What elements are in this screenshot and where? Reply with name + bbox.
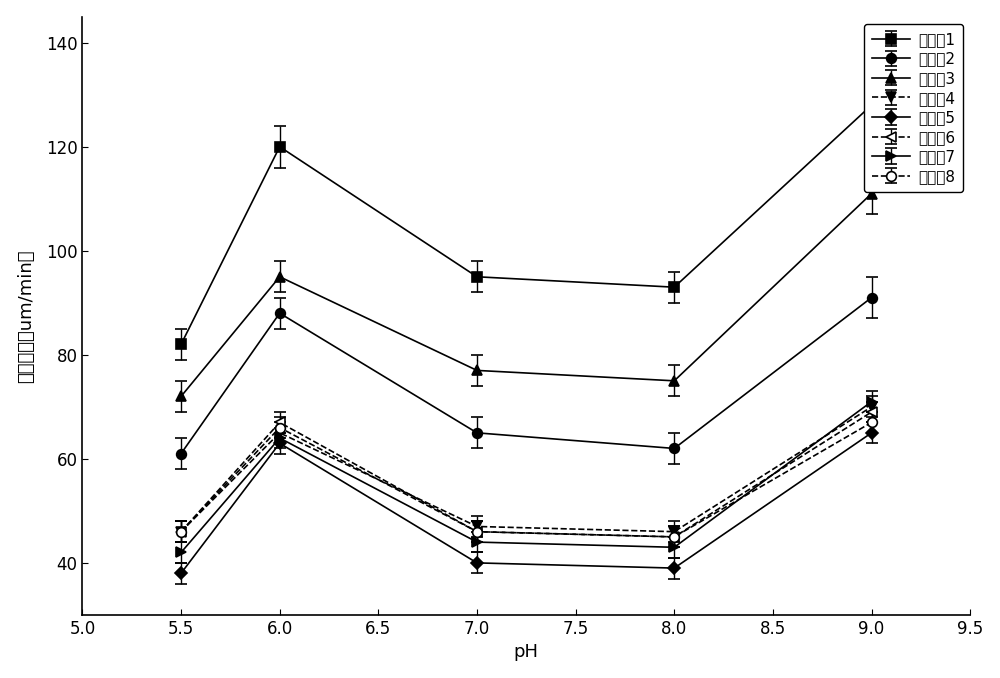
Legend: 实施例1, 实施例2, 实施例3, 实施例4, 实施例5, 实施例6, 实施例7, 实施例8: 实施例1, 实施例2, 实施例3, 实施例4, 实施例5, 实施例6, 实施例7… — [864, 24, 963, 192]
Y-axis label: 生长速度（um/min）: 生长速度（um/min） — [17, 249, 35, 382]
X-axis label: pH: pH — [514, 643, 539, 661]
